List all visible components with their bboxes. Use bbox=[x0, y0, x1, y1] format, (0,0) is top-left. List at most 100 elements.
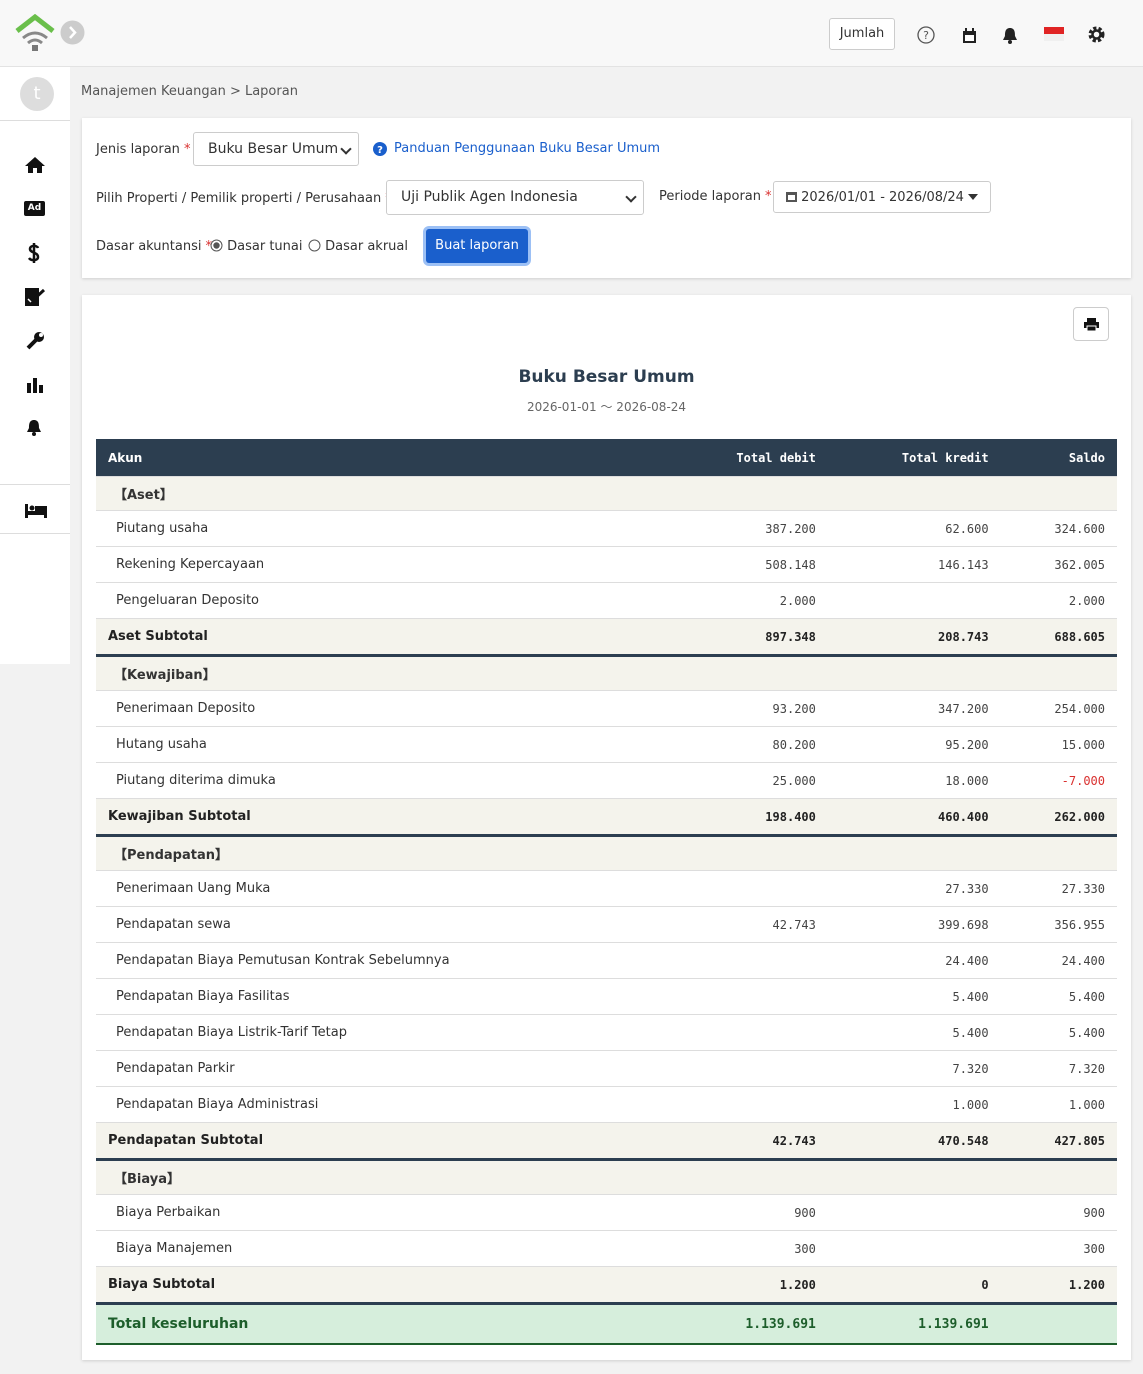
print-button[interactable] bbox=[1073, 307, 1109, 341]
notification-icon[interactable] bbox=[26, 419, 42, 437]
amount-cell: 5.400 bbox=[1000, 978, 1117, 1015]
account-row: Pendapatan Biaya Listrik-Tarif Tetap 5.40… bbox=[96, 1014, 1117, 1051]
home-icon[interactable] bbox=[24, 156, 46, 174]
calendar-icon[interactable] bbox=[962, 28, 978, 44]
report-icon[interactable] bbox=[26, 376, 44, 393]
account-cell: Biaya Manajemen bbox=[96, 1230, 667, 1267]
amount-cell: 80.200 bbox=[666, 726, 828, 763]
option-text: Dasar akrual bbox=[325, 239, 408, 254]
ads-icon[interactable]: Ad bbox=[24, 201, 45, 216]
sidebar-toggle[interactable] bbox=[60, 20, 85, 45]
bell-icon[interactable] bbox=[1002, 27, 1018, 45]
table-head: Akun Total debit Total kredit Saldo bbox=[96, 439, 1117, 477]
logo[interactable] bbox=[14, 14, 56, 52]
amount-cell: 24.400 bbox=[1000, 942, 1117, 979]
basis-accrual[interactable]: Dasar akrual bbox=[308, 239, 408, 254]
amount-cell: 300 bbox=[1000, 1230, 1117, 1267]
calendar-icon bbox=[786, 192, 797, 202]
settings-icon[interactable] bbox=[1088, 26, 1105, 43]
report-card: Buku Besar Umum 2026-01-01 〜 2026-08-24 … bbox=[82, 295, 1131, 1360]
amount-cell: 470.548 bbox=[827, 1122, 1001, 1161]
amount-cell: 27.330 bbox=[827, 870, 1001, 907]
amount-cell bbox=[666, 1050, 828, 1087]
basis-cash[interactable]: Dasar tunai bbox=[210, 239, 303, 254]
svg-text:?: ? bbox=[377, 145, 383, 156]
period-value: 2026/01/01 - 2026/08/24 bbox=[801, 190, 964, 205]
radio[interactable] bbox=[308, 239, 321, 252]
help-icon: ? bbox=[373, 142, 387, 156]
divider bbox=[0, 484, 70, 485]
amount-cell: 324.600 bbox=[1000, 510, 1117, 547]
account-row: Pendapatan Biaya Pemutusan Kontrak Sebel… bbox=[96, 942, 1117, 979]
help-icon[interactable]: ? bbox=[916, 25, 936, 45]
section-row: 【Kewajiban】 bbox=[96, 655, 1117, 691]
amount-cell: 427.805 bbox=[1000, 1122, 1117, 1161]
account-cell: Aset Subtotal bbox=[96, 618, 667, 657]
property-select[interactable]: Uji Publik Agen Indonesia bbox=[386, 180, 644, 215]
account-row: Pendapatan Biaya Administrasi 1.000 1.000 bbox=[96, 1086, 1117, 1123]
breadcrumb[interactable]: Manajemen Keuangan > Laporan bbox=[81, 84, 298, 99]
language-flag[interactable] bbox=[1044, 27, 1064, 41]
amount-cell: 7.320 bbox=[1000, 1050, 1117, 1087]
amount-cell bbox=[666, 1086, 828, 1123]
subtotal-row: Pendapatan Subtotal 42.743 470.548 427.805 bbox=[96, 1122, 1117, 1161]
amount-cell: 1.200 bbox=[666, 1266, 828, 1305]
account-row: Penerimaan Uang Muka 27.330 27.330 bbox=[96, 870, 1117, 907]
account-row: Piutang diterima dimuka 25.000 18.000 -7.00… bbox=[96, 762, 1117, 799]
required-mark: * bbox=[765, 189, 772, 204]
sum-button[interactable]: Jumlah bbox=[829, 18, 895, 50]
contract-icon[interactable] bbox=[24, 287, 46, 307]
room-icon[interactable] bbox=[24, 503, 48, 519]
account-cell: Pendapatan Subtotal bbox=[96, 1122, 667, 1161]
period-picker[interactable]: 2026/01/01 - 2026/08/24 bbox=[773, 181, 991, 213]
amount-cell bbox=[827, 1230, 1001, 1267]
avatar[interactable]: t bbox=[20, 77, 54, 111]
amount-cell: 146.143 bbox=[827, 546, 1001, 583]
account-row: Pendapatan Biaya Fasilitas 5.400 5.400 bbox=[96, 978, 1117, 1015]
submit-button[interactable]: Buat laporan bbox=[426, 229, 528, 263]
amount-cell: 27.330 bbox=[1000, 870, 1117, 907]
account-cell: Biaya Perbaikan bbox=[96, 1194, 667, 1231]
period-label: Periode laporan * bbox=[659, 189, 772, 204]
required-mark: * bbox=[205, 239, 212, 254]
maintenance-icon[interactable] bbox=[25, 331, 45, 351]
amount-cell: 24.400 bbox=[827, 942, 1001, 979]
amount-cell: 5.400 bbox=[1000, 1014, 1117, 1051]
column-header: Total debit bbox=[666, 439, 828, 477]
amount-cell: 2.000 bbox=[666, 582, 828, 619]
amount-cell: 387.200 bbox=[666, 510, 828, 547]
report-type-select[interactable]: Buku Besar Umum bbox=[193, 132, 359, 166]
account-cell: Piutang usaha bbox=[96, 510, 667, 547]
label-text: Jenis laporan bbox=[96, 142, 180, 157]
amount-cell: 508.148 bbox=[666, 546, 828, 583]
amount-cell: 356.955 bbox=[1000, 906, 1117, 943]
amount-cell bbox=[827, 582, 1001, 619]
subtotal-row: Biaya Subtotal 1.200 0 1.200 bbox=[96, 1266, 1117, 1305]
amount-cell bbox=[1000, 1303, 1117, 1345]
amount-cell bbox=[666, 942, 828, 979]
account-cell: Pendapatan sewa bbox=[96, 906, 667, 943]
amount-cell bbox=[666, 870, 828, 907]
amount-cell: 254.000 bbox=[1000, 690, 1117, 727]
amount-cell: 1.000 bbox=[1000, 1086, 1117, 1123]
ledger-table: Akun Total debit Total kredit Saldo 【Aset】 Pi… bbox=[96, 439, 1117, 1345]
amount-cell: 93.200 bbox=[666, 690, 828, 727]
account-cell: Pengeluaran Deposito bbox=[96, 582, 667, 619]
total-row: Total keseluruhan 1.139.691 1.139.691 bbox=[96, 1303, 1117, 1345]
label-text: Pilih Properti / Pemilik properti / Peru… bbox=[96, 191, 382, 206]
amount-cell: 460.400 bbox=[827, 798, 1001, 837]
finance-icon[interactable] bbox=[27, 242, 41, 264]
amount-cell: 7.320 bbox=[827, 1050, 1001, 1087]
print-icon bbox=[1084, 318, 1099, 331]
table-body: 【Aset】 Piutang usaha 387.200 62.600 324.600 R… bbox=[96, 476, 1117, 1345]
section-heading: 【Aset】 bbox=[96, 476, 1117, 511]
amount-cell: 5.400 bbox=[827, 1014, 1001, 1051]
property-label: Pilih Properti / Pemilik properti / Peru… bbox=[96, 191, 392, 206]
guide-link[interactable]: Panduan Penggunaan Buku Besar Umum bbox=[394, 141, 661, 156]
amount-cell: 15.000 bbox=[1000, 726, 1117, 763]
amount-cell: 897.348 bbox=[666, 618, 828, 657]
radio-checked[interactable] bbox=[210, 239, 223, 252]
amount-cell: 208.743 bbox=[827, 618, 1001, 657]
